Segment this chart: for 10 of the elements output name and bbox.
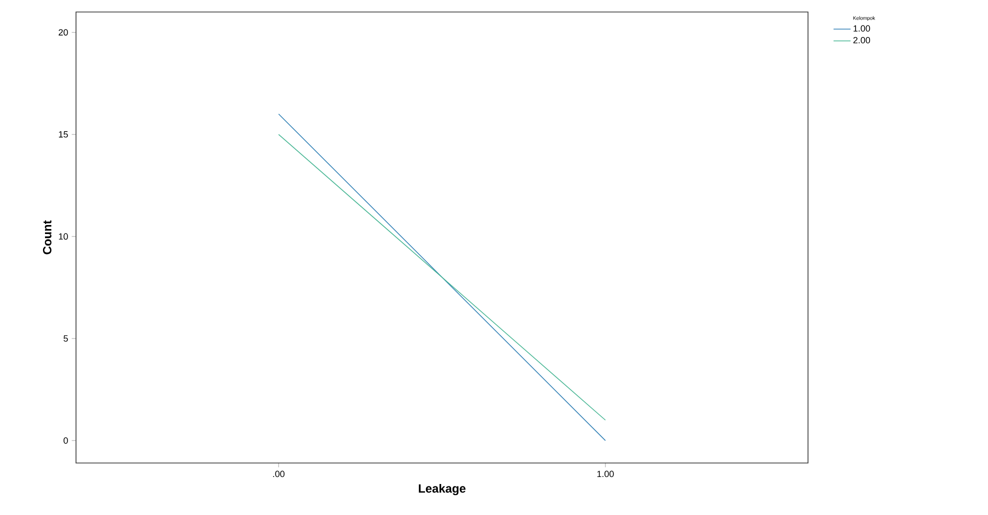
y-tick-label: 0 bbox=[64, 437, 68, 444]
y-tick-label: 5 bbox=[64, 335, 68, 342]
y-tick-label: 15 bbox=[58, 131, 68, 138]
y-tick-label: 10 bbox=[58, 233, 68, 240]
legend-label: 2.00 bbox=[853, 36, 870, 44]
x-axis-title: Leakage bbox=[418, 484, 466, 496]
y-tick-label: 20 bbox=[58, 29, 68, 36]
x-tick-label: .00 bbox=[273, 470, 285, 478]
y-axis-title: Count bbox=[42, 220, 52, 254]
legend-label: 1.00 bbox=[854, 25, 870, 32]
